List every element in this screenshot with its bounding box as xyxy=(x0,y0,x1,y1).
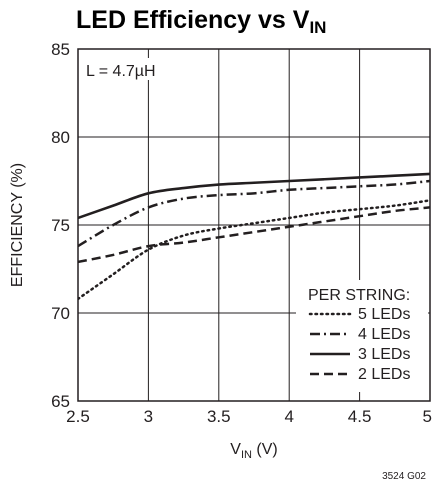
y-tick-labels: 65 70 75 80 85 xyxy=(51,40,70,411)
y-tick-label: 85 xyxy=(51,40,70,59)
y-tick-label: 70 xyxy=(51,304,70,323)
legend-label: 2 LEDs xyxy=(358,366,410,383)
y-tick-label: 65 xyxy=(51,392,70,411)
legend-label: 4 LEDs xyxy=(358,326,410,343)
series-line-4-leds xyxy=(78,179,430,248)
x-tick-label: 5 xyxy=(423,407,432,426)
y-tick-label: 80 xyxy=(51,128,70,147)
legend-title: PER STRING: xyxy=(308,287,410,304)
grid-lines xyxy=(78,49,430,401)
plot-frame xyxy=(77,48,431,402)
y-tick-label: 75 xyxy=(51,216,70,235)
series-line-2-leds xyxy=(78,206,430,264)
data-series xyxy=(78,172,430,301)
x-tick-labels: 2.5 3 3.5 4 4.5 5 xyxy=(66,407,432,426)
annotation-background xyxy=(82,58,154,80)
series-line-5-leds xyxy=(78,199,430,301)
legend-label: 3 LEDs xyxy=(358,346,410,363)
series-line-3-leds xyxy=(78,172,430,220)
x-axis-label: VIN (V) xyxy=(230,441,277,461)
inductor-annotation: L = 4.7µH xyxy=(86,63,156,80)
x-tick-label: 4.5 xyxy=(348,407,372,426)
x-tick-label: 4 xyxy=(284,407,293,426)
x-tick-label: 3 xyxy=(144,407,153,426)
legend-label: 5 LEDs xyxy=(358,306,410,323)
figure-id: 3524 G02 xyxy=(382,471,426,482)
x-tick-label: 2.5 xyxy=(66,407,90,426)
chart-title: LED Efficiency vs VIN xyxy=(76,6,326,37)
y-axis-label: EFFICIENCY (%) xyxy=(9,163,26,287)
legend: PER STRING: 5 LEDs 4 LEDs 3 LEDs 2 LEDs xyxy=(296,280,428,392)
x-tick-label: 3.5 xyxy=(207,407,231,426)
